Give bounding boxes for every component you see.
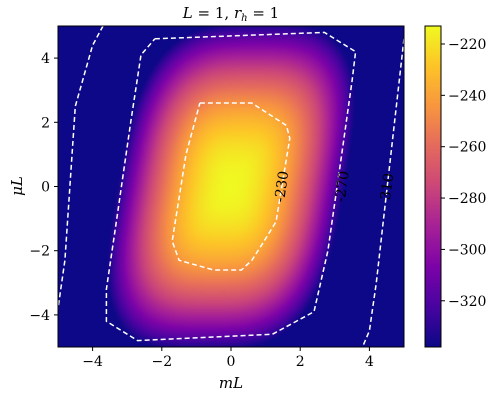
y-tick-label: 0	[41, 180, 50, 196]
colorbar-frame	[424, 25, 442, 348]
y-tick-label: −4	[29, 308, 50, 324]
heatmap-image	[58, 26, 404, 347]
x-axis: −4 −2 0 2 4	[82, 347, 374, 370]
x-axis-label: mL	[219, 374, 243, 392]
colorbar-tick-label: −280	[448, 191, 486, 207]
colorbar-tick-label: −320	[448, 294, 486, 310]
x-tick-label: 2	[296, 354, 305, 370]
contour-layer: -230 -270 310	[58, 26, 404, 347]
colorbar-tick-label: −240	[448, 88, 486, 104]
contour-310-label: 310	[378, 172, 398, 201]
contour-270-label: -270	[333, 170, 353, 203]
y-axis-label: μL	[8, 176, 26, 196]
contour-270-line	[105, 31, 357, 342]
contour-230-line	[171, 102, 291, 271]
colorbar-tick-label: −260	[448, 140, 486, 156]
contour-230-label: -230	[272, 170, 292, 203]
x-tick-label: 4	[365, 354, 374, 370]
colorbar-axis: −220 −240 −260 −280 −300 −320	[441, 37, 486, 310]
y-tick-label: −2	[29, 244, 50, 260]
colorbar-tick-label: −220	[448, 37, 486, 53]
contour-310-line-right	[361, 38, 404, 347]
y-tick-label: 4	[41, 51, 50, 67]
x-tick-label: 0	[227, 354, 236, 370]
y-tick-label: 2	[41, 115, 50, 131]
colorbar-image	[425, 26, 441, 347]
y-axis: −4 −2 0 2 4	[29, 51, 58, 324]
chart-title: L = 1, rh = 1	[182, 4, 279, 24]
x-tick-label: −2	[151, 354, 172, 370]
colorbar-tick-label: −300	[448, 242, 486, 258]
x-tick-label: −4	[82, 354, 103, 370]
